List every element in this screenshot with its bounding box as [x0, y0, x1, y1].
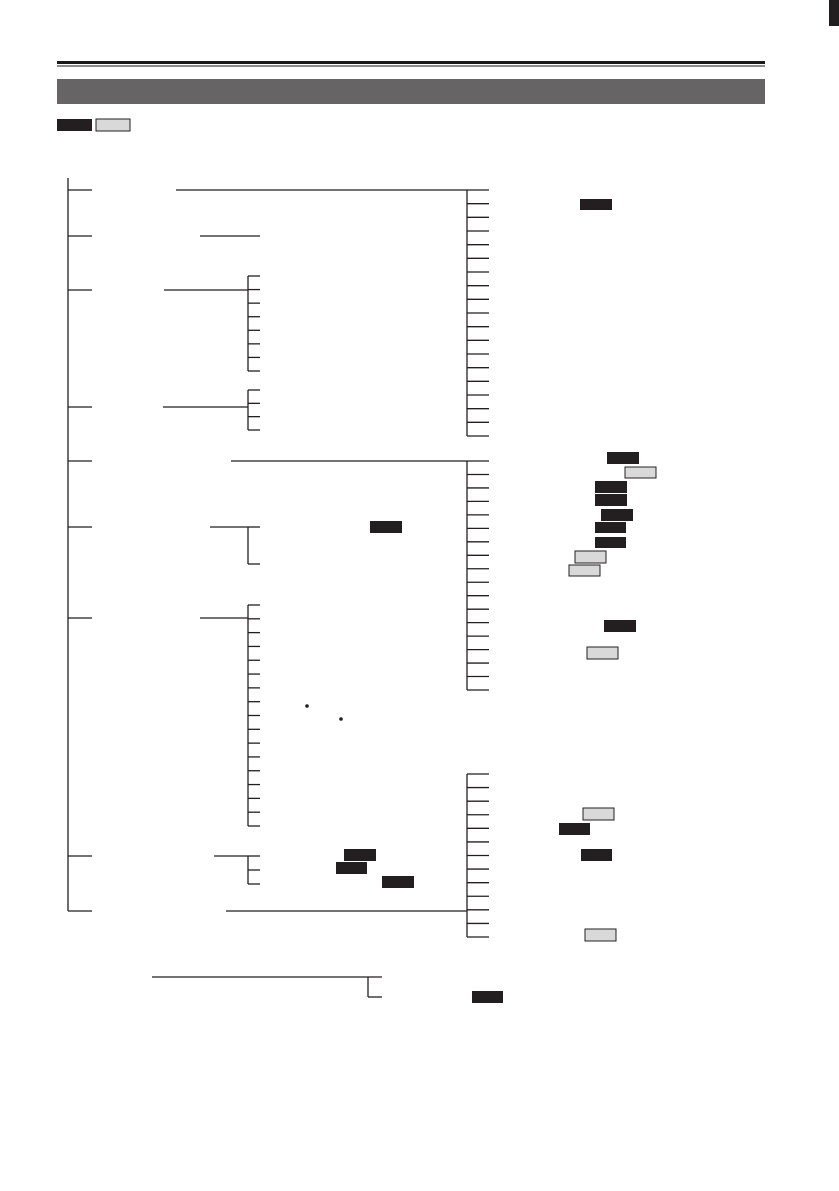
badge-dark	[344, 849, 376, 861]
badge-dark	[580, 199, 612, 210]
bullet-dot	[339, 717, 343, 721]
section-title-bar	[57, 79, 765, 104]
badge-light	[568, 564, 601, 577]
badge-dark	[595, 537, 626, 548]
badge-dark	[472, 991, 503, 1003]
header-rule-thin	[57, 65, 765, 67]
badge-dark	[595, 481, 627, 493]
badge-dark	[336, 862, 367, 874]
page-edge-tab	[829, 0, 839, 26]
badge-light	[624, 466, 657, 479]
tree-lines	[67, 178, 489, 998]
badge-dark	[581, 849, 612, 861]
bullet-dot	[305, 704, 309, 708]
badge-dark	[370, 521, 402, 533]
badge-dark	[382, 876, 414, 888]
badge-light	[574, 550, 607, 564]
badge-dark	[595, 494, 627, 506]
header-rule-thick	[57, 61, 765, 64]
legend-badge-light	[95, 118, 131, 132]
badge-light	[584, 928, 617, 942]
legend-badge-dark	[57, 119, 92, 131]
badge-light	[582, 807, 615, 821]
badge-dark	[601, 509, 633, 521]
badge-dark	[604, 620, 636, 632]
badge-dark	[595, 522, 626, 533]
badge-light	[586, 646, 619, 660]
badge-dark	[607, 452, 639, 464]
badge-dark	[559, 823, 590, 835]
tree-badges	[336, 199, 657, 1003]
